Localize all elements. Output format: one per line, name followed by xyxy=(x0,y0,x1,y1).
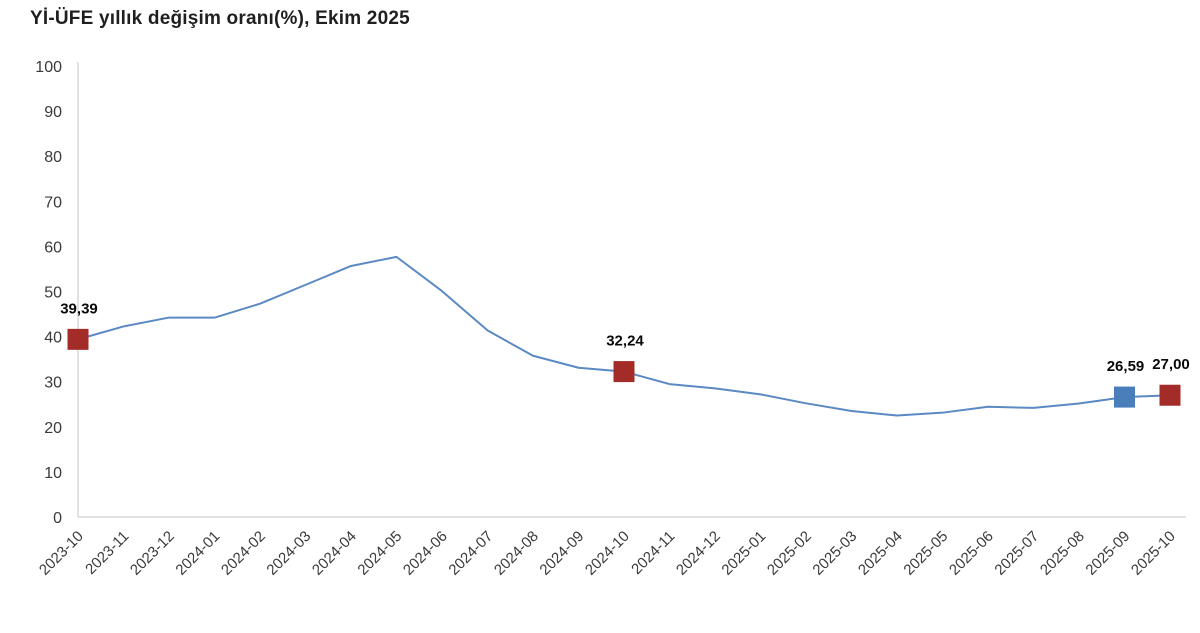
y-tick-label: 70 xyxy=(44,194,62,211)
data-point-label: 39,39 xyxy=(60,300,98,317)
x-tick-label: 2025-03 xyxy=(809,528,860,579)
x-tick-label: 2025-04 xyxy=(855,528,906,579)
x-tick-label: 2023-10 xyxy=(36,528,87,579)
x-tick-label: 2025-05 xyxy=(900,528,951,579)
y-tick-label: 20 xyxy=(44,420,62,437)
x-tick-label: 2025-01 xyxy=(718,528,769,579)
x-tick-label: 2025-06 xyxy=(946,528,997,579)
y-tick-label: 90 xyxy=(44,104,62,121)
y-tick-label: 50 xyxy=(44,285,62,302)
y-tick-label: 40 xyxy=(44,330,62,347)
y-tick-label: 30 xyxy=(44,375,62,392)
x-tick-label: 2024-11 xyxy=(628,528,678,578)
y-tick-label: 60 xyxy=(44,239,62,256)
x-tick-label: 2024-05 xyxy=(354,528,405,579)
y-tick-label: 10 xyxy=(44,465,62,482)
y-tick-label: 80 xyxy=(44,149,62,166)
x-tick-label: 2024-10 xyxy=(582,528,633,579)
x-tick-label: 2025-07 xyxy=(991,528,1042,579)
x-tick-label: 2023-11 xyxy=(82,528,132,578)
data-point-marker xyxy=(613,361,635,383)
chart-title: Yİ-ÜFE yıllık değişim oranı(%), Ekim 202… xyxy=(30,8,410,29)
x-tick-label: 2024-02 xyxy=(218,528,269,579)
data-point-label: 27,00 xyxy=(1152,356,1190,373)
x-tick-label: 2024-06 xyxy=(400,528,451,579)
data-point-marker xyxy=(67,328,89,350)
data-point-marker xyxy=(1159,384,1181,406)
data-point-label: 26,59 xyxy=(1107,358,1145,375)
x-tick-label: 2024-03 xyxy=(263,528,314,579)
y-tick-label: 0 xyxy=(53,510,62,527)
x-tick-label: 2025-10 xyxy=(1128,528,1179,579)
x-tick-label: 2025-02 xyxy=(764,528,815,579)
y-tick-label: 100 xyxy=(35,59,62,76)
x-tick-label: 2025-09 xyxy=(1082,528,1133,579)
data-point-marker xyxy=(1114,386,1135,408)
data-point-label: 32,24 xyxy=(606,333,644,350)
x-tick-label: 2024-04 xyxy=(309,528,360,579)
x-tick-label: 2023-12 xyxy=(127,528,178,579)
x-tick-label: 2024-07 xyxy=(445,528,496,579)
x-tick-label: 2024-08 xyxy=(491,528,542,579)
x-tick-label: 2024-09 xyxy=(536,528,587,579)
x-tick-label: 2024-01 xyxy=(172,528,223,579)
x-tick-label: 2025-08 xyxy=(1037,528,1088,579)
x-tick-label: 2024-12 xyxy=(673,528,724,579)
